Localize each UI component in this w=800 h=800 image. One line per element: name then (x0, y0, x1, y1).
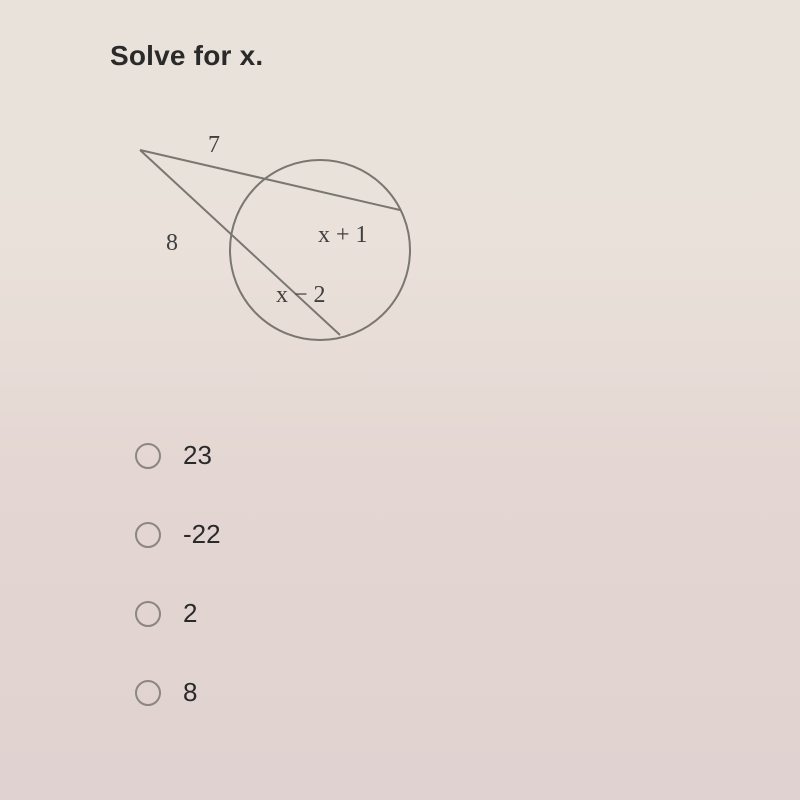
answer-label: -22 (183, 519, 221, 550)
worksheet-page: Solve for x. 7 x + 1 8 x − 2 23 -22 2 8 (0, 0, 800, 800)
answer-label: 8 (183, 677, 197, 708)
answer-label: 23 (183, 440, 212, 471)
label-bottom-external: 8 (166, 230, 178, 257)
label-bottom-internal: x − 2 (276, 282, 326, 309)
label-top-external: 7 (208, 132, 220, 159)
answer-option[interactable]: -22 (135, 519, 221, 550)
answer-group: 23 -22 2 8 (135, 440, 221, 708)
radio-icon[interactable] (135, 601, 161, 627)
answer-option[interactable]: 8 (135, 677, 221, 708)
answer-option[interactable]: 23 (135, 440, 221, 471)
answer-label: 2 (183, 598, 197, 629)
radio-icon[interactable] (135, 443, 161, 469)
question-title: Solve for x. (110, 40, 800, 72)
label-top-internal: x + 1 (318, 222, 368, 249)
geometry-diagram: 7 x + 1 8 x − 2 (120, 110, 440, 370)
radio-icon[interactable] (135, 522, 161, 548)
circle-shape (230, 160, 410, 340)
radio-icon[interactable] (135, 680, 161, 706)
secant-top-line (140, 150, 400, 210)
answer-option[interactable]: 2 (135, 598, 221, 629)
